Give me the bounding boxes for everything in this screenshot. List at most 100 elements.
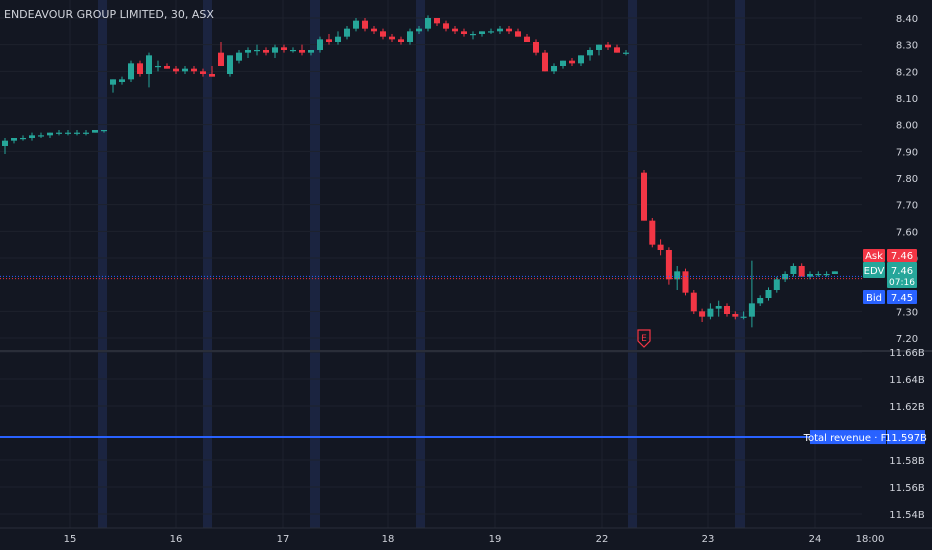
session-band: [203, 0, 212, 528]
candle-body: [83, 132, 89, 134]
revenue-series-label: Total revenue · FY: [803, 433, 894, 444]
candle-body: [623, 52, 629, 54]
revenue-tick-label: 11.56B: [889, 483, 925, 494]
last-value-box: [887, 262, 917, 288]
time-tick-label: 15: [64, 534, 77, 545]
candle-body: [335, 36, 341, 42]
candle-body: [497, 28, 503, 32]
revenue-tick-label: 11.64B: [889, 375, 925, 386]
candle-body: [119, 79, 125, 82]
candle-body: [281, 47, 287, 50]
candle-body: [398, 39, 404, 42]
revenue-tick-label: 11.58B: [889, 456, 925, 467]
candle-body: [807, 274, 813, 277]
time-tick-label: 17: [277, 534, 290, 545]
time-tick-label: 23: [702, 534, 715, 545]
time-tick-label: 19: [489, 534, 502, 545]
candle-body: [326, 39, 332, 42]
candle-body: [56, 132, 62, 134]
candle-body: [110, 79, 116, 85]
last-label: EDV: [864, 266, 885, 277]
candle-body: [682, 271, 689, 293]
price-tick-label: 7.20: [896, 334, 918, 345]
candle-body: [533, 42, 539, 53]
candle-body: [724, 306, 730, 314]
candle-body: [773, 279, 780, 290]
time-axis[interactable]: 15 16 17 18 19 22 23 24 18:00: [64, 534, 885, 545]
price-tick-label: 7.30: [896, 307, 918, 318]
price-lines: E: [0, 275, 862, 439]
candle-body: [823, 274, 830, 276]
ask-label: Ask: [865, 251, 883, 262]
bid-label: Bid: [866, 293, 882, 304]
candle-body: [92, 130, 98, 133]
candlestick-series: [2, 15, 838, 328]
candle-body: [290, 50, 296, 52]
candle-body: [587, 50, 593, 56]
candle-body: [782, 274, 789, 280]
candle-body: [65, 132, 71, 134]
candle-body: [101, 130, 107, 132]
candle-body: [263, 50, 269, 53]
candle-body: [425, 18, 431, 29]
candle-body: [470, 34, 476, 36]
price-tick-label: 8.10: [896, 94, 918, 105]
bid-value-box: [887, 290, 917, 304]
candle-body: [524, 36, 530, 42]
price-tick-label: 8.20: [896, 67, 918, 78]
grid-lines: [0, 0, 932, 529]
revenue-tick-label: 11.62B: [889, 402, 925, 413]
revenue-value: 11.597B: [885, 433, 927, 444]
revenue-label-box: [810, 430, 886, 445]
candle-body: [380, 31, 386, 37]
candle-body: [128, 63, 134, 80]
session-bands: [98, 0, 745, 528]
price-tick-label: 7.70: [896, 201, 918, 212]
candle-body: [371, 28, 377, 32]
candle-body: [353, 20, 359, 29]
candle-body: [569, 60, 575, 64]
candle-body: [461, 31, 467, 34]
candle-body: [748, 303, 755, 317]
revenue-tick-label: 11.54B: [889, 510, 925, 521]
candle-body: [657, 244, 664, 250]
candle-body: [515, 31, 521, 37]
time-tick-label: 18: [382, 534, 395, 545]
candle-body: [146, 55, 152, 74]
candle-body: [452, 28, 458, 32]
candle-body: [506, 28, 512, 32]
candle-body: [674, 271, 681, 280]
session-band: [735, 0, 745, 528]
revenue-tick-label: 11.66B: [889, 348, 925, 359]
candle-body: [164, 66, 170, 69]
bid-value: 7.45: [891, 293, 913, 304]
candle-body: [2, 140, 8, 146]
candle-body: [155, 66, 161, 68]
candle-body: [407, 31, 413, 42]
candle-body: [47, 132, 53, 136]
price-tick-label: 7.90: [896, 147, 918, 158]
session-band: [310, 0, 320, 528]
earnings-marker-shape: [637, 329, 651, 348]
candle-body: [479, 31, 485, 34]
candle-body: [74, 132, 80, 134]
candle-body: [137, 63, 143, 74]
candle-body: [272, 47, 278, 53]
candle-body: [245, 50, 251, 53]
ask-value-box: [887, 249, 917, 262]
candle-body: [732, 314, 739, 317]
candle-body: [443, 23, 449, 29]
candle-body: [362, 20, 368, 29]
candle-body: [209, 74, 215, 77]
candle-body: [344, 28, 350, 37]
candle-body: [218, 52, 224, 66]
chart-title: ENDEAVOUR GROUP LIMITED, 30, ASX: [4, 8, 214, 21]
candle-body: [765, 290, 772, 298]
candle-body: [715, 306, 722, 309]
candle-body: [596, 44, 602, 50]
candle-body: [389, 36, 395, 40]
candle-body: [488, 31, 494, 33]
bar-countdown: 07:16: [889, 278, 915, 288]
time-tick-label: 18:00: [856, 534, 885, 545]
